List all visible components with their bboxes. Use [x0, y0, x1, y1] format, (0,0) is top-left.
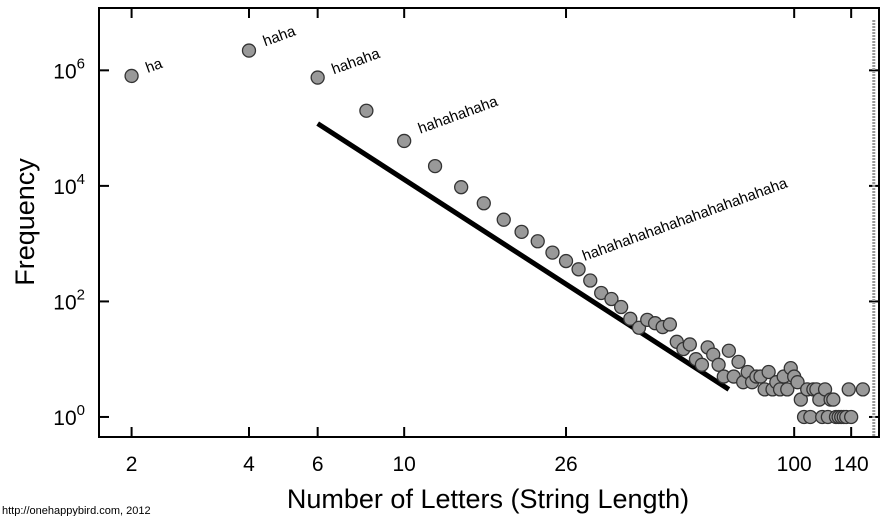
data-point — [241, 43, 257, 58]
data-point — [803, 409, 818, 425]
x-tick-label: 26 — [554, 453, 577, 476]
data-point — [662, 317, 678, 332]
data-point — [496, 212, 511, 227]
annotations: hahahahahahahahahahahahahahahahahahahaha… — [143, 23, 790, 265]
y-tick-label: 100 — [53, 402, 85, 430]
data-point — [721, 343, 737, 358]
power-law-fit-line — [316, 121, 731, 392]
data-point — [855, 382, 871, 397]
x-axis-title: Number of Letters (String Length) — [287, 484, 689, 514]
data-point — [841, 382, 856, 397]
data-point — [558, 253, 574, 269]
data-point — [427, 158, 443, 174]
data-point — [514, 224, 529, 240]
data-point — [476, 196, 491, 211]
x-axis-ticks: 2 4 6 10 26 100 140 — [126, 8, 869, 476]
data-point — [780, 382, 795, 397]
point-annotation: hahaha — [329, 45, 382, 78]
point-annotation: ha — [143, 55, 165, 77]
x-tick-label: 10 — [393, 453, 416, 476]
plot-frame — [98, 7, 880, 438]
data-point — [790, 375, 805, 390]
data-point — [583, 273, 598, 288]
y-tick-label: 106 — [53, 55, 85, 83]
data-point — [604, 291, 619, 307]
fit-line-layer — [316, 20, 876, 437]
y-tick-label: 104 — [53, 171, 85, 199]
data-point — [844, 409, 859, 425]
data-point — [623, 311, 638, 326]
data-point — [613, 299, 629, 315]
point-annotation: haha — [261, 23, 299, 51]
data-point — [545, 245, 560, 260]
x-tick-label: 100 — [777, 453, 812, 476]
data-point — [454, 180, 469, 195]
x-tick-label: 2 — [126, 453, 138, 476]
data-point — [826, 392, 841, 407]
y-axis-ticks: 100 102 104 106 — [53, 55, 879, 430]
data-point — [682, 337, 697, 352]
y-axis-title: Frequency — [10, 158, 40, 286]
credit-text: http://onehappybird.com, 2012 — [2, 505, 151, 516]
data-point — [694, 357, 710, 372]
data-point — [731, 354, 746, 369]
x-tick-label: 6 — [312, 453, 324, 476]
data-points — [124, 43, 871, 425]
data-point — [571, 262, 586, 277]
data-point — [530, 234, 545, 249]
data-point — [711, 357, 726, 372]
point-annotation: hahahahahahahahahahahahaha — [580, 174, 790, 264]
x-tick-label: 140 — [834, 453, 869, 476]
x-tick-label: 4 — [243, 453, 255, 476]
data-point — [397, 133, 412, 149]
y-tick-label: 102 — [53, 286, 85, 314]
data-point — [310, 70, 325, 85]
point-annotation: hahahahaha — [416, 93, 501, 138]
data-point — [124, 68, 139, 84]
data-point — [761, 364, 776, 380]
data-point — [793, 392, 808, 407]
data-point — [359, 103, 374, 118]
